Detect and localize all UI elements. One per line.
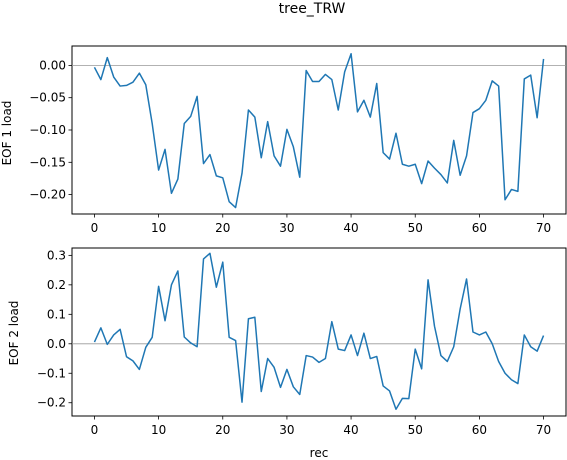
x-ticks-eof1: 0 10 20 30 40 50 60 70 <box>91 214 551 235</box>
y-tick-label: 0.2 <box>47 278 66 292</box>
x-ticks-eof2: 0 10 20 30 40 50 60 70 <box>91 416 551 437</box>
series-group-eof1 <box>93 53 545 209</box>
y-tick-label: −0.2 <box>37 396 66 410</box>
y-tick-label: −0.15 <box>29 155 66 169</box>
x-axis-label: rec <box>310 446 329 460</box>
y-tick-label: −0.20 <box>29 188 66 202</box>
x-tick-label: 40 <box>343 423 358 437</box>
y-axis-label-eof2: EOF 2 load <box>7 301 21 366</box>
x-tick-label: 50 <box>408 423 423 437</box>
x-tick-label: 60 <box>472 221 487 235</box>
series-line-eof2 <box>93 252 545 410</box>
x-tick-label: 20 <box>215 423 230 437</box>
x-tick-label: 20 <box>215 221 230 235</box>
y-tick-label: −0.10 <box>29 123 66 137</box>
x-tick-label: 0 <box>91 423 99 437</box>
y-tick-label: 0.3 <box>47 248 66 262</box>
series-line-eof1 <box>93 53 545 209</box>
x-tick-label: 60 <box>472 423 487 437</box>
x-tick-label: 10 <box>151 423 166 437</box>
subplot-eof2: 0.3 0.2 0.1 0.0 −0.1 −0.2 0 10 20 30 40 50 60 70 EOF… <box>7 247 567 437</box>
x-tick-label: 40 <box>343 221 358 235</box>
y-tick-label: 0.1 <box>47 307 66 321</box>
y-tick-label: 0.00 <box>39 58 66 72</box>
axes-frame-eof2 <box>71 247 567 417</box>
series-group-eof2 <box>93 252 545 410</box>
y-ticks-eof2: 0.3 0.2 0.1 0.0 −0.1 −0.2 <box>37 248 72 410</box>
subplot-eof1: 0.00 −0.05 −0.10 −0.15 −0.20 0 10 20 30 40 50 60 70… <box>0 45 567 235</box>
x-tick-label: 50 <box>408 221 423 235</box>
x-tick-label: 10 <box>151 221 166 235</box>
x-tick-label: 30 <box>279 423 294 437</box>
x-tick-label: 70 <box>536 423 551 437</box>
axes-frame-eof1 <box>71 45 567 215</box>
x-tick-label: 70 <box>536 221 551 235</box>
x-tick-label: 0 <box>91 221 99 235</box>
chart-title: tree_TRW <box>279 1 346 17</box>
y-axis-label-eof1: EOF 1 load <box>0 101 14 166</box>
x-tick-label: 30 <box>279 221 294 235</box>
y-tick-label: −0.05 <box>29 91 66 105</box>
y-tick-label: −0.1 <box>37 366 66 380</box>
y-ticks-eof1: 0.00 −0.05 −0.10 −0.15 −0.20 <box>29 58 72 202</box>
y-tick-label: 0.0 <box>47 337 66 351</box>
